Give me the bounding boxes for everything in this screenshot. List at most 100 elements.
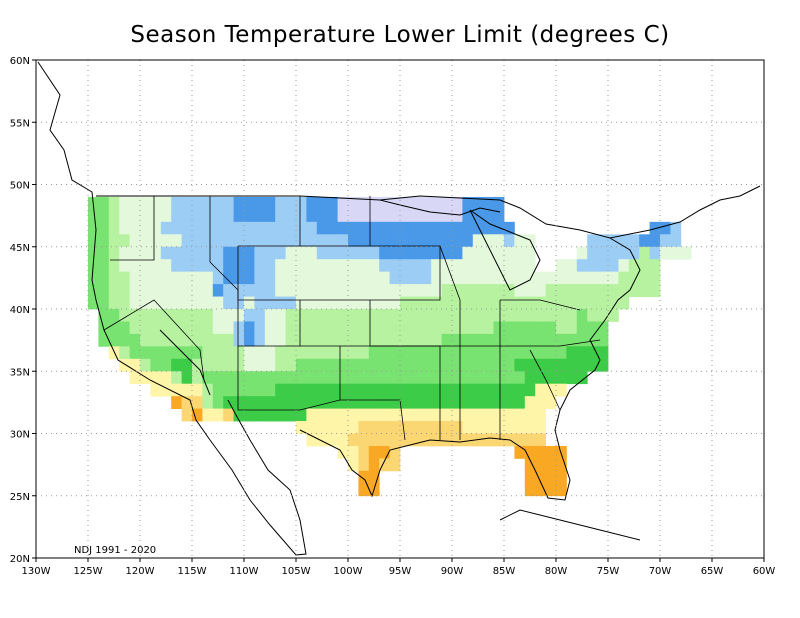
grid-cell	[514, 408, 526, 422]
grid-cell	[296, 421, 307, 434]
grid-cell	[420, 321, 432, 335]
grid-cell	[233, 296, 245, 310]
grid-cell	[223, 234, 234, 248]
grid-cell	[472, 358, 484, 372]
grid-cell	[233, 284, 245, 297]
grid-cell	[223, 346, 234, 360]
grid-cell	[472, 271, 484, 285]
grid-cell	[504, 246, 515, 260]
grid-cell	[441, 346, 453, 360]
lon-label: 70W	[649, 566, 672, 577]
grid-cell	[181, 234, 193, 248]
grid-cell	[545, 396, 557, 409]
grid-cell	[452, 284, 463, 297]
grid-cell	[379, 234, 390, 248]
grid-cell	[587, 346, 598, 360]
grid-cell	[192, 234, 203, 248]
grid-cell	[119, 333, 130, 347]
lon-label: 85W	[493, 566, 516, 577]
grid-cell	[306, 271, 318, 285]
grid-cell	[400, 284, 411, 297]
grid-cell	[389, 421, 401, 434]
grid-cell	[296, 234, 307, 248]
grid-cell	[597, 234, 609, 248]
grid-cell	[389, 408, 401, 422]
grid-cell	[192, 408, 203, 422]
grid-cell	[670, 221, 682, 235]
axis-ticks	[32, 59, 765, 562]
grid-cell	[202, 246, 214, 260]
grid-cell	[140, 284, 151, 297]
grid-cell	[119, 358, 130, 372]
grid-cell	[431, 371, 442, 385]
grid-cell	[129, 333, 141, 347]
grid-cell	[379, 284, 390, 297]
grid-cell	[524, 383, 536, 397]
grid-cell	[400, 421, 411, 434]
grid-cell	[140, 309, 151, 322]
grid-cell	[327, 383, 338, 397]
grid-cell	[275, 408, 286, 422]
grid-cell	[410, 259, 422, 273]
grid-cell	[150, 221, 162, 235]
grid-cell	[119, 296, 130, 310]
grid-cell	[348, 196, 359, 210]
grid-cell	[98, 246, 110, 260]
grid-cell	[483, 433, 494, 447]
grid-cell	[493, 346, 505, 360]
grid-cell	[285, 321, 297, 335]
grid-cell	[285, 221, 297, 235]
grid-cell	[160, 246, 172, 260]
grid-cell	[212, 371, 224, 385]
grid-cell	[223, 296, 234, 310]
grid-cell	[348, 333, 359, 347]
grid-cell	[129, 321, 141, 335]
grid-cell	[566, 333, 578, 347]
grid-cell	[160, 271, 172, 285]
grid-cell	[431, 421, 442, 434]
grid-cell	[254, 408, 266, 422]
grid-cell	[160, 383, 172, 397]
grid-cell	[160, 259, 172, 273]
grid-cell	[327, 234, 338, 248]
grid-cell	[483, 271, 494, 285]
grid-cell	[368, 408, 380, 422]
lat-label: 45N	[10, 243, 30, 254]
grid-cell	[514, 358, 526, 372]
grid-cell	[587, 234, 598, 248]
grid-cell	[337, 346, 349, 360]
grid-cell	[368, 383, 380, 397]
grid-cell	[368, 259, 380, 273]
grid-cell	[472, 321, 484, 335]
grid-cell	[244, 408, 255, 422]
grid-cell	[545, 333, 557, 347]
grid-cell	[566, 309, 578, 322]
grid-cell	[223, 309, 234, 322]
grid-cell	[504, 358, 515, 372]
grid-cell	[233, 383, 245, 397]
grid-cell	[389, 433, 401, 447]
grid-cell	[483, 333, 494, 347]
grid-cell	[670, 246, 682, 260]
grid-cell	[358, 259, 370, 273]
grid-cell	[441, 358, 453, 372]
grid-cell	[535, 271, 546, 285]
grid-cell	[233, 309, 245, 322]
grid-cell	[400, 209, 411, 223]
grid-cell	[181, 221, 193, 235]
grid-cell	[129, 246, 141, 260]
grid-cell	[504, 259, 515, 273]
grid-cell	[462, 421, 474, 434]
grid-cell	[264, 396, 276, 409]
grid-cell	[420, 358, 432, 372]
grid-cell	[244, 321, 255, 335]
grid-cell	[98, 271, 110, 285]
grid-cell	[556, 346, 567, 360]
grid-cell	[129, 196, 141, 210]
grid-cell	[264, 196, 276, 210]
grid-cell	[140, 358, 151, 372]
grid-cell	[483, 259, 494, 273]
grid-cell	[483, 358, 494, 372]
grid-cell	[618, 296, 630, 310]
grid-cell	[140, 346, 151, 360]
